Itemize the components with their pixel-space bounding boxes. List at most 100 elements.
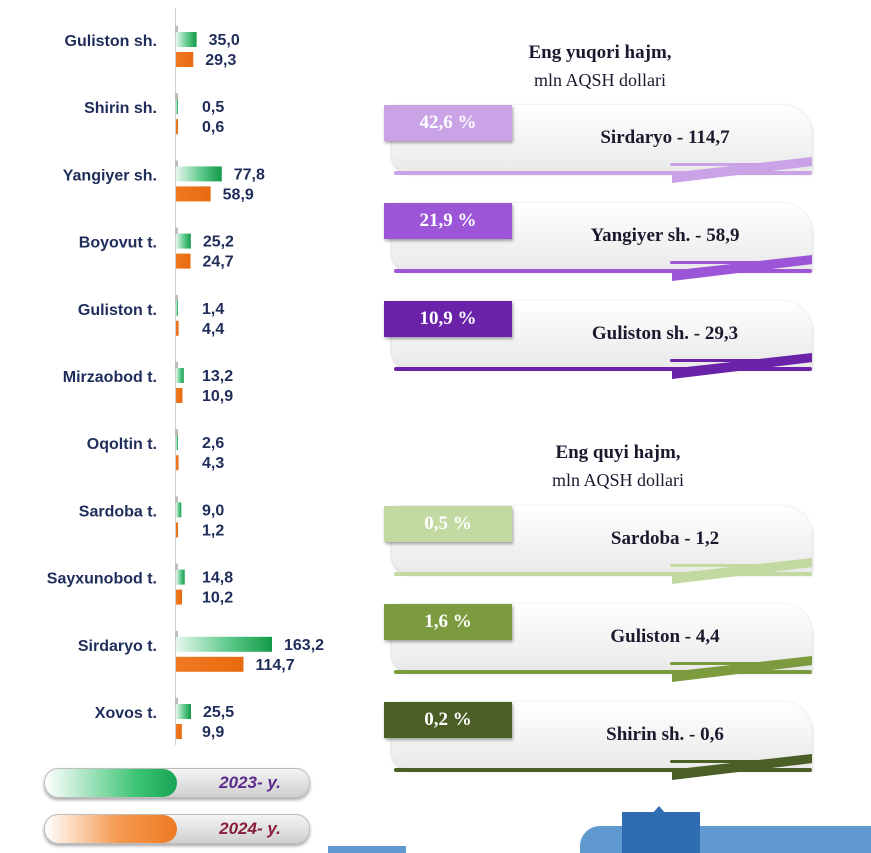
- bar-2024: [176, 455, 179, 471]
- value-label-2024: 1,2: [202, 522, 224, 539]
- top-card: 42,6 % Sirdaryo - 114,7: [380, 105, 816, 183]
- value-label-2023: 2,6: [202, 435, 224, 452]
- card-accent: [670, 359, 784, 362]
- bar-2024: [176, 522, 178, 538]
- card-underline: [394, 367, 812, 371]
- value-label-2023: 25,5: [203, 704, 234, 721]
- value-label-2024: 114,7: [255, 657, 294, 674]
- axis-guide: [175, 496, 178, 505]
- value-label-2024: 4,4: [202, 321, 224, 338]
- footer-arrow-left: [328, 846, 406, 853]
- percent-tag: 0,5 %: [384, 506, 512, 542]
- value-label-2023: 1,4: [202, 301, 224, 318]
- top-panel-title-line2: mln AQSH dollari: [533, 70, 666, 90]
- value-label-2023: 13,2: [202, 368, 233, 385]
- value-label-2023: 14,8: [202, 570, 233, 587]
- value-label-2024: 58,9: [223, 186, 254, 203]
- category-label: Sardoba t.: [79, 503, 157, 520]
- value-label-2023: 25,2: [203, 234, 234, 251]
- value-label-2023: 0,5: [202, 99, 224, 116]
- legend-2024: 2024- y.: [44, 814, 310, 844]
- card-underline: [394, 269, 812, 273]
- card-label: Guliston sh. - 29,3: [591, 323, 739, 344]
- category-label: Sayxunobod t.: [47, 571, 157, 588]
- axis-guide: [175, 429, 178, 438]
- value-label-2023: 35,0: [209, 32, 240, 49]
- bar-2023: [176, 166, 222, 182]
- bar-2023: [176, 32, 197, 47]
- value-label-2024: 0,6: [202, 119, 224, 136]
- bar-2024: [176, 388, 183, 403]
- card-label: Sirdaryo - 114,7: [600, 127, 730, 148]
- top-panel-title-line1: Eng yuqori hajm,: [528, 42, 672, 63]
- value-label-2024: 10,2: [202, 590, 233, 607]
- axis-guide: [175, 362, 178, 370]
- percent-tag: 10,9 %: [384, 301, 512, 337]
- bottom-card: 0,5 % Sardoba - 1,2: [380, 506, 816, 584]
- bar-2023: [176, 99, 178, 115]
- category-label: Oqoltin t.: [87, 436, 157, 453]
- legend-2024-swatch: [45, 815, 177, 843]
- footer-notch: [652, 806, 666, 814]
- footer-block-right: [622, 812, 700, 853]
- value-label-2023: 9,0: [202, 502, 224, 519]
- bar-2024: [176, 186, 211, 202]
- category-label: Sirdaryo t.: [78, 638, 157, 655]
- card-underline: [394, 768, 812, 772]
- axis-guide: [175, 563, 178, 572]
- bar-2024: [176, 724, 182, 739]
- axis-guide: [175, 160, 178, 169]
- bar-2023: [176, 368, 184, 383]
- card-accent: [670, 662, 784, 665]
- bar-2024: [176, 52, 194, 67]
- card-accent: [670, 564, 784, 567]
- axis-guide: [175, 630, 178, 639]
- category-label: Shirin sh.: [84, 100, 157, 117]
- bar-2023: [176, 233, 191, 249]
- value-label-2024: 4,3: [202, 455, 224, 472]
- card-accent: [670, 261, 784, 264]
- percent-tag: 21,9 %: [384, 203, 512, 239]
- bottom-card: 0,2 % Shirin sh. - 0,6: [380, 702, 816, 780]
- bar-2024: [176, 253, 191, 269]
- top-card: 10,9 % Guliston sh. - 29,3: [380, 301, 816, 379]
- bar-2023: [176, 502, 182, 518]
- percent-tag: 1,6 %: [384, 604, 512, 640]
- category-label: Guliston sh.: [65, 33, 157, 50]
- category-label: Mirzaobod t.: [63, 369, 157, 386]
- card-label: Guliston - 4,4: [610, 626, 720, 647]
- card-accent: [670, 760, 784, 763]
- card-label: Shirin sh. - 0,6: [606, 724, 724, 745]
- card-accent: [670, 163, 784, 166]
- category-label: Xovos t.: [95, 705, 157, 722]
- bar-2023: [176, 704, 191, 719]
- top-panel-title: Eng yuqori hajm, mln AQSH dollari: [450, 42, 750, 91]
- top-card: 21,9 % Yangiyer sh. - 58,9: [380, 203, 816, 281]
- legend-2023: 2023- y.: [44, 768, 310, 798]
- value-label-2024: 24,7: [203, 254, 234, 271]
- card-label: Yangiyer sh. - 58,9: [590, 225, 740, 246]
- card-underline: [394, 171, 812, 175]
- bar-2023: [176, 435, 178, 451]
- bar-2023: [176, 300, 178, 316]
- axis-guide: [175, 93, 178, 102]
- bottom-panel-title-line2: mln AQSH dollari: [551, 470, 684, 490]
- bar-2024: [176, 656, 244, 672]
- bar-2024: [176, 320, 179, 336]
- axis-guide: [175, 26, 178, 34]
- bar-2023: [176, 636, 272, 652]
- value-label-2023: 77,8: [234, 166, 265, 183]
- category-label: Yangiyer sh.: [63, 167, 157, 184]
- value-label-2024: 29,3: [205, 52, 236, 69]
- axis-guide: [175, 698, 178, 706]
- bar-2024: [176, 119, 178, 135]
- bottom-panel-title-line1: Eng quyi hajm,: [555, 442, 681, 463]
- axis-guide: [175, 294, 178, 303]
- bar-chart: Guliston sh. 35,0 29,3 Shirin sh. 0,5 0,6 Yang…: [47, 8, 324, 745]
- bar-2024: [176, 589, 182, 605]
- value-label-2023: 163,2: [284, 637, 324, 654]
- card-label: Sardoba - 1,2: [610, 528, 720, 549]
- percent-tag: 0,2 %: [384, 702, 512, 738]
- category-label: Guliston t.: [78, 302, 157, 319]
- percent-tag: 42,6 %: [384, 105, 512, 141]
